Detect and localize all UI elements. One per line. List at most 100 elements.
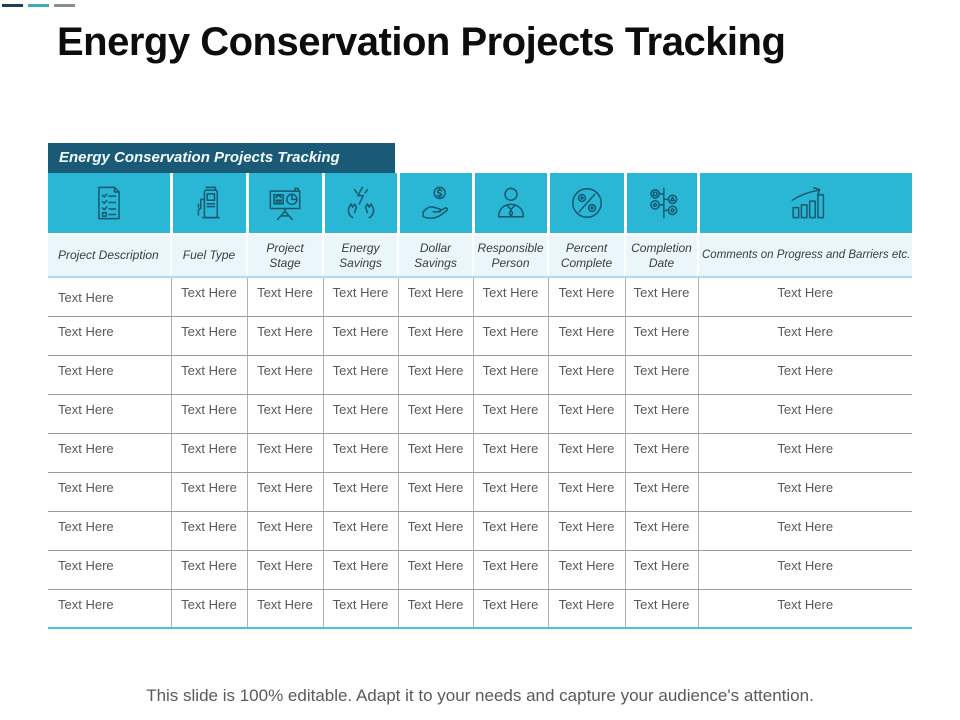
- table-cell[interactable]: Text Here: [625, 589, 699, 629]
- table-cell[interactable]: Text Here: [398, 433, 474, 473]
- table-cell[interactable]: Text Here: [398, 511, 474, 551]
- table-cell[interactable]: Text Here: [548, 511, 626, 551]
- table-cell[interactable]: Text Here: [625, 433, 699, 473]
- percent-circle-icon: [565, 188, 609, 218]
- table-cell[interactable]: Text Here: [625, 355, 699, 395]
- table-cell[interactable]: Text Here: [473, 472, 549, 512]
- table-cell[interactable]: Text Here: [48, 472, 172, 512]
- table-cell[interactable]: Text Here: [247, 550, 324, 590]
- table-cell[interactable]: Text Here: [473, 277, 549, 317]
- table-cell[interactable]: Text Here: [48, 277, 172, 317]
- column-header-comments: Comments on Progress and Barriers etc.: [698, 234, 912, 278]
- table-cell[interactable]: Text Here: [698, 550, 912, 590]
- accent-bar-dark: [2, 4, 23, 7]
- table-cell[interactable]: Text Here: [323, 433, 399, 473]
- table-cell[interactable]: Text Here: [171, 472, 248, 512]
- table-cell[interactable]: Text Here: [473, 433, 549, 473]
- column-header-row: Project Description Fuel Type Project St…: [48, 234, 912, 278]
- table-cell[interactable]: Text Here: [398, 472, 474, 512]
- table-cell[interactable]: Text Here: [473, 589, 549, 629]
- table-cell[interactable]: Text Here: [323, 316, 399, 356]
- table-cell[interactable]: Text Here: [625, 394, 699, 434]
- column-header-fuel-type: Fuel Type: [171, 234, 248, 278]
- column-header-responsible-person: Responsible Person: [473, 234, 549, 278]
- table-cell[interactable]: Text Here: [548, 550, 626, 590]
- table-cell[interactable]: Text Here: [398, 355, 474, 395]
- table-cell[interactable]: Text Here: [247, 589, 324, 629]
- icon-cell-responsible-person: [473, 173, 550, 235]
- table-cell[interactable]: Text Here: [625, 511, 699, 551]
- table-cell[interactable]: Text Here: [48, 316, 172, 356]
- table-cell[interactable]: Text Here: [473, 550, 549, 590]
- table-cell[interactable]: Text Here: [48, 394, 172, 434]
- table-cell[interactable]: Text Here: [625, 472, 699, 512]
- fuel-pump-icon: [187, 186, 231, 219]
- table-cell[interactable]: Text Here: [48, 589, 172, 629]
- table-cell[interactable]: Text Here: [323, 277, 399, 317]
- table-cell[interactable]: Text Here: [247, 316, 324, 356]
- icon-cell-project-description: [48, 173, 173, 235]
- table-cell[interactable]: Text Here: [247, 511, 324, 551]
- table-cell[interactable]: Text Here: [247, 355, 324, 395]
- table-cell[interactable]: Text Here: [548, 355, 626, 395]
- table-cell[interactable]: Text Here: [171, 550, 248, 590]
- table-cell[interactable]: Text Here: [398, 589, 474, 629]
- table-cell[interactable]: Text Here: [625, 316, 699, 356]
- table-cell[interactable]: Text Here: [548, 589, 626, 629]
- table-cell[interactable]: Text Here: [171, 355, 248, 395]
- table-cell[interactable]: Text Here: [473, 394, 549, 434]
- table-cell[interactable]: Text Here: [247, 472, 324, 512]
- table-cell[interactable]: Text Here: [625, 550, 699, 590]
- table-cell[interactable]: Text Here: [625, 277, 699, 317]
- table-cell[interactable]: Text Here: [48, 511, 172, 551]
- table-cell[interactable]: Text Here: [473, 316, 549, 356]
- table-cell[interactable]: Text Here: [548, 277, 626, 317]
- table-row: Text Here Text Here Text Here Text Here Text…: [48, 550, 912, 590]
- table-row: Text Here Text Here Text Here Text Here Text…: [48, 394, 912, 434]
- column-header-project-description: Project Description: [48, 234, 172, 278]
- table-cell[interactable]: Text Here: [171, 394, 248, 434]
- table-cell[interactable]: Text Here: [698, 277, 912, 317]
- table-cell[interactable]: Text Here: [323, 394, 399, 434]
- table-cell[interactable]: Text Here: [323, 511, 399, 551]
- table-cell[interactable]: Text Here: [548, 472, 626, 512]
- table-cell[interactable]: Text Here: [548, 433, 626, 473]
- table-cell[interactable]: Text Here: [698, 472, 912, 512]
- table-cell[interactable]: Text Here: [323, 472, 399, 512]
- table-cell[interactable]: Text Here: [48, 550, 172, 590]
- table-cell[interactable]: Text Here: [171, 277, 248, 317]
- icon-cell-completion-date: [625, 173, 700, 235]
- table-cell[interactable]: Text Here: [698, 511, 912, 551]
- table-cell[interactable]: Text Here: [323, 550, 399, 590]
- table-cell[interactable]: Text Here: [473, 511, 549, 551]
- table-cell[interactable]: Text Here: [171, 589, 248, 629]
- table-cell[interactable]: Text Here: [698, 589, 912, 629]
- table-cell[interactable]: Text Here: [698, 316, 912, 356]
- table-cell[interactable]: Text Here: [247, 277, 324, 317]
- table-cell[interactable]: Text Here: [247, 394, 324, 434]
- table-cell[interactable]: Text Here: [548, 394, 626, 434]
- table-cell[interactable]: Text Here: [698, 433, 912, 473]
- bar-chart-growth-icon: [781, 187, 831, 219]
- table-cell[interactable]: Text Here: [323, 589, 399, 629]
- table-cell[interactable]: Text Here: [548, 316, 626, 356]
- table-cell[interactable]: Text Here: [48, 355, 172, 395]
- table-cell[interactable]: Text Here: [171, 511, 248, 551]
- table-cell[interactable]: Text Here: [398, 394, 474, 434]
- table-cell[interactable]: Text Here: [247, 433, 324, 473]
- table-cell[interactable]: Text Here: [171, 316, 248, 356]
- table-cell[interactable]: Text Here: [171, 433, 248, 473]
- table-cell[interactable]: Text Here: [698, 355, 912, 395]
- icon-cell-energy-savings: [323, 173, 400, 235]
- footer-note: This slide is 100% editable. Adapt it to…: [146, 686, 814, 705]
- table-cell[interactable]: Text Here: [398, 550, 474, 590]
- table-cell[interactable]: Text Here: [323, 355, 399, 395]
- table-cell[interactable]: Text Here: [698, 394, 912, 434]
- table-cell[interactable]: Text Here: [398, 277, 474, 317]
- presentation-board-icon: [263, 187, 307, 221]
- table-cell[interactable]: Text Here: [473, 355, 549, 395]
- table-cell[interactable]: Text Here: [48, 433, 172, 473]
- person-icon: [489, 187, 533, 218]
- slide-title: Energy Conservation Projects Tracking: [57, 20, 786, 64]
- table-cell[interactable]: Text Here: [398, 316, 474, 356]
